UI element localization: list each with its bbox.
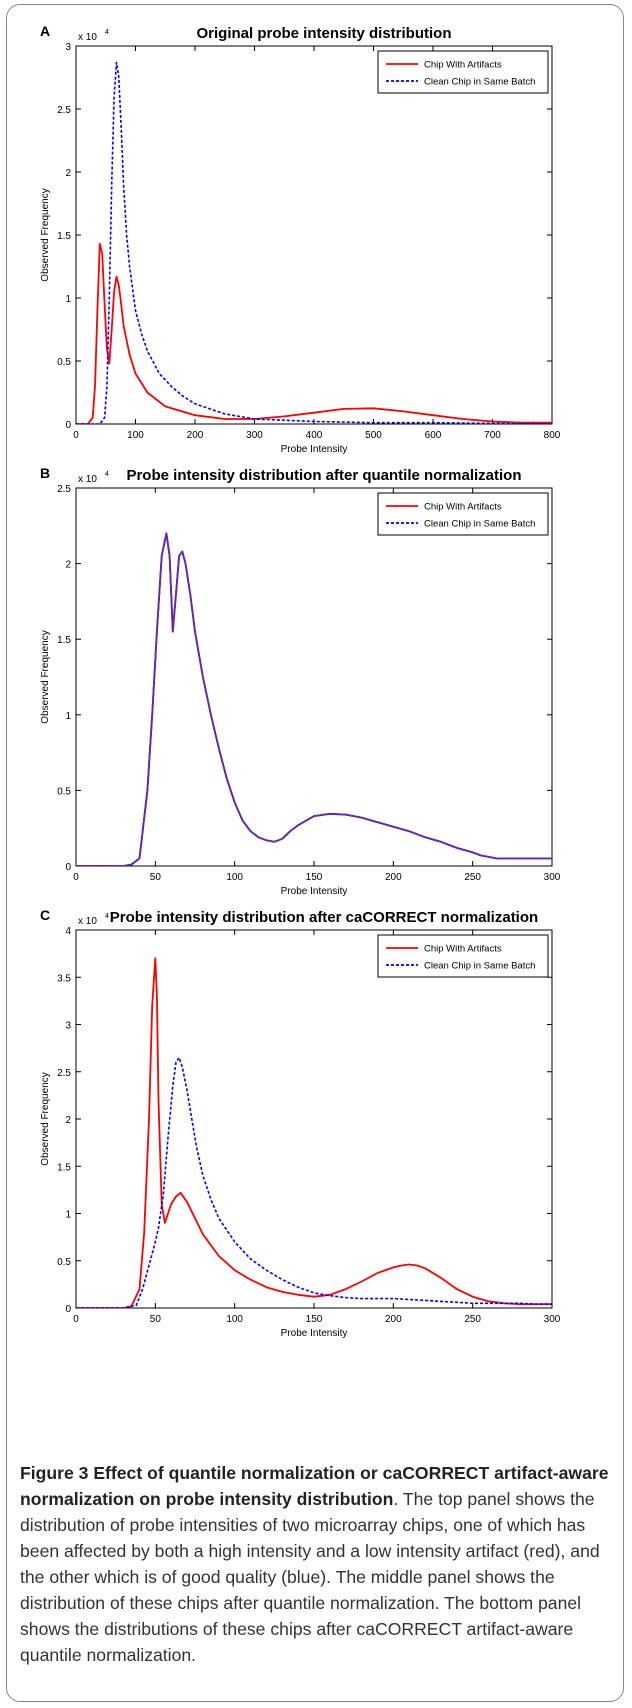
panel-letter: C [40, 907, 50, 923]
x-tick-label: 0 [73, 430, 79, 441]
caption-title-period: . [393, 1489, 399, 1509]
x-axis-label: Probe Intensity [281, 1328, 348, 1339]
y-tick-label: 0 [65, 420, 71, 431]
axes-box [75, 487, 553, 867]
axes-box [75, 929, 553, 1309]
chart-title: Probe intensity distribution after caCOR… [110, 909, 538, 926]
y-tick-label: 0.5 [57, 357, 71, 368]
legend-box [377, 492, 549, 536]
chart-a-svg: A Original probe intensity distribution x … [40, 23, 561, 455]
panel-letter: B [40, 465, 50, 481]
panel-letter: A [40, 23, 50, 39]
legend-label: Clean Chip in Same Batch [424, 77, 535, 88]
series-line-clean-chip [76, 61, 552, 424]
y-tick-label: 1.5 [57, 231, 71, 242]
legend-box [377, 934, 549, 978]
x-tick-label: 200 [385, 1314, 402, 1325]
caption-body: The top panel shows the distribution of … [20, 1489, 600, 1665]
legend-label: Chip With Artifacts [424, 502, 502, 513]
y-tick-label: 3 [65, 42, 71, 53]
x-tick-label: 300 [544, 872, 561, 883]
y-tick-label: 0.5 [57, 1257, 71, 1268]
axes-box [75, 45, 553, 425]
x-axis-label: Probe Intensity [281, 886, 348, 897]
y-tick-label: 1 [65, 711, 71, 722]
series-line-chip-with-artifacts [76, 242, 552, 424]
legend-box [377, 50, 549, 94]
caption-title: Figure 3 Effect of quantile normalizatio… [20, 1463, 609, 1509]
x-tick-label: 150 [306, 1314, 323, 1325]
x-tick-label: 250 [464, 872, 481, 883]
series-overlap-line [76, 532, 552, 866]
exponent-label: x 10 [78, 32, 97, 43]
y-tick-label: 0 [65, 862, 71, 873]
legend: Chip With Artifacts Clean Chip in Same Ba… [377, 492, 549, 536]
x-tick-label: 250 [464, 1314, 481, 1325]
legend: Chip With Artifacts Clean Chip in Same Ba… [377, 934, 549, 978]
x-tick-label: 0 [73, 872, 79, 883]
x-tick-label: 100 [226, 872, 243, 883]
chart-b-svg: B Probe intensity distribution after quan… [40, 465, 561, 897]
x-axis-label: Probe Intensity [281, 444, 348, 455]
x-tick-label: 200 [187, 430, 204, 441]
chart-title: Original probe intensity distribution [196, 25, 451, 42]
y-tick-label: 2.5 [57, 484, 71, 495]
legend-label: Chip With Artifacts [424, 60, 502, 71]
panel-c: C Probe intensity distribution after caCO… [8, 904, 620, 1344]
x-tick-label: 700 [484, 430, 501, 441]
y-tick-label: 2 [65, 1115, 71, 1126]
y-tick-label: 3.5 [57, 973, 71, 984]
y-tick-label: 1 [65, 294, 71, 305]
series-line-clean-chip [76, 1056, 552, 1308]
x-tick-label: 0 [73, 1314, 79, 1325]
y-tick-label: 3 [65, 1021, 71, 1032]
x-tick-label: 800 [544, 430, 561, 441]
x-tick-label: 200 [385, 872, 402, 883]
y-tick-label: 4 [65, 926, 71, 937]
panel-b: B Probe intensity distribution after quan… [8, 462, 620, 902]
y-tick-label: 2 [65, 168, 71, 179]
figure-caption: Figure 3 Effect of quantile normalizatio… [20, 1460, 616, 1668]
chart-c-svg: C Probe intensity distribution after caCO… [40, 907, 561, 1339]
legend-label: Clean Chip in Same Batch [424, 519, 535, 530]
y-tick-label: 2 [65, 560, 71, 571]
x-tick-label: 300 [544, 1314, 561, 1325]
x-tick-label: 100 [226, 1314, 243, 1325]
exponent-label: x 10 [78, 474, 97, 485]
legend: Chip With Artifacts Clean Chip in Same Ba… [377, 50, 549, 94]
exponent-power: 4 [105, 471, 109, 478]
exponent-power: 4 [105, 29, 109, 36]
x-tick-label: 50 [150, 872, 162, 883]
x-tick-label: 300 [246, 430, 263, 441]
exponent-power: 4 [105, 913, 109, 920]
x-tick-label: 100 [127, 430, 144, 441]
y-axis-label: Observed Frequency [40, 188, 51, 281]
y-tick-label: 0.5 [57, 786, 71, 797]
x-tick-label: 150 [306, 872, 323, 883]
exponent-label: x 10 [78, 916, 97, 927]
y-tick-label: 0 [65, 1304, 71, 1315]
chart-title: Probe intensity distribution after quant… [126, 467, 521, 484]
y-tick-label: 1.5 [57, 635, 71, 646]
series-line-chip-with-artifacts [76, 957, 552, 1308]
x-tick-label: 500 [365, 430, 382, 441]
y-axis-label: Observed Frequency [40, 630, 51, 723]
y-tick-label: 1 [65, 1210, 71, 1221]
x-tick-label: 50 [150, 1314, 162, 1325]
y-tick-label: 1.5 [57, 1162, 71, 1173]
x-tick-label: 600 [425, 430, 442, 441]
legend-label: Clean Chip in Same Batch [424, 961, 535, 972]
panel-a: A Original probe intensity distribution x … [8, 20, 620, 460]
x-tick-label: 400 [306, 430, 323, 441]
y-axis-label: Observed Frequency [40, 1072, 51, 1165]
y-tick-label: 2.5 [57, 105, 71, 116]
legend-label: Chip With Artifacts [424, 944, 502, 955]
y-tick-label: 2.5 [57, 1068, 71, 1079]
